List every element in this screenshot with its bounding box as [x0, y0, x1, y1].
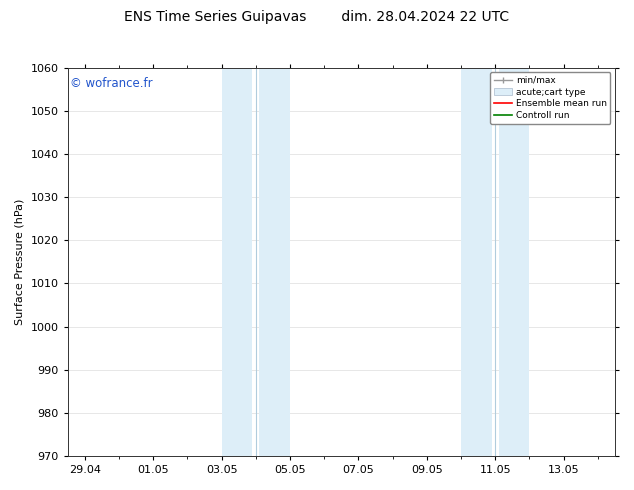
Bar	[222, 68, 252, 456]
Text: ENS Time Series Guipavas        dim. 28.04.2024 22 UTC: ENS Time Series Guipavas dim. 28.04.2024…	[124, 10, 510, 24]
Legend: min/max, acute;cart type, Ensemble mean run, Controll run: min/max, acute;cart type, Ensemble mean …	[491, 73, 611, 123]
Bar	[461, 68, 492, 456]
Bar	[498, 68, 529, 456]
Y-axis label: Surface Pressure (hPa): Surface Pressure (hPa)	[15, 198, 25, 325]
Bar	[259, 68, 290, 456]
Text: © wofrance.fr: © wofrance.fr	[70, 77, 153, 91]
